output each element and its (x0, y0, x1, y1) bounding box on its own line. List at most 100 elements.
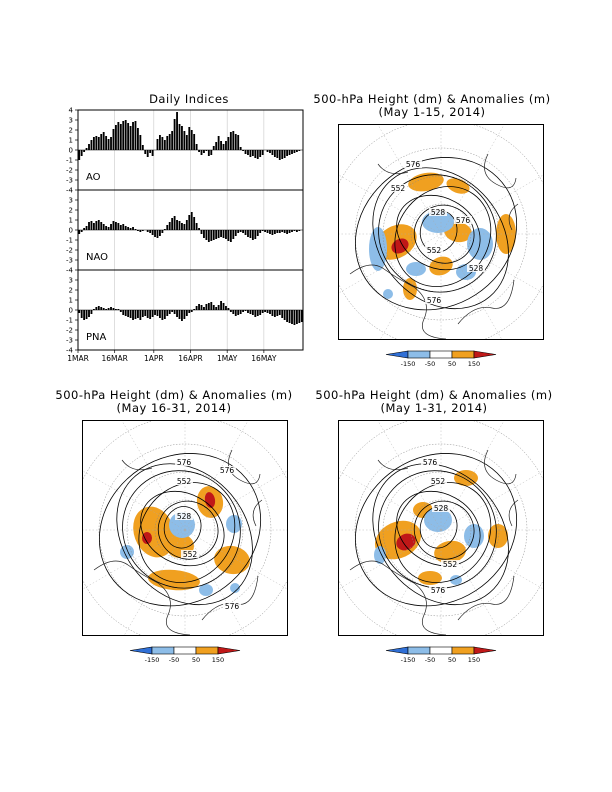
bar-nao (249, 230, 252, 238)
bar-pna (151, 310, 154, 317)
bar-nao (259, 230, 262, 233)
bar-ao (124, 120, 127, 150)
colorbar-tick-label: 50 (448, 360, 456, 368)
bar-nao (256, 230, 259, 236)
bar-ao (181, 126, 183, 150)
bar-pna (176, 310, 178, 317)
bar-ao (207, 150, 210, 156)
bar-ao (127, 123, 130, 150)
colorbar-tick-label: -150 (401, 360, 416, 368)
bar-ao (134, 121, 137, 150)
map-may-1-31: 576 552 528 552 576 (338, 420, 544, 636)
bar-ao (78, 150, 81, 160)
meridian-line (440, 470, 544, 531)
bar-ao (159, 135, 161, 150)
bar-pna (139, 310, 142, 320)
bar-nao (210, 230, 213, 241)
x-tick-label: 16MAY (251, 354, 277, 363)
latitude-circle (354, 147, 528, 321)
bar-ao (132, 122, 134, 150)
bar-ao (229, 132, 232, 150)
bar-pna (92, 309, 95, 310)
bar-nao (105, 226, 108, 230)
bar-nao (132, 227, 134, 230)
bar-pna (295, 310, 298, 324)
bar-nao (220, 230, 222, 237)
bar-pna (278, 310, 281, 315)
bar-nao (88, 222, 90, 230)
bar-ao (259, 150, 262, 157)
bar-pna (288, 310, 291, 323)
y-tick-label: 4 (69, 107, 74, 115)
bar-pna (168, 310, 171, 314)
contour-label: 552 (427, 246, 442, 255)
bar-ao (156, 139, 159, 150)
colorbar-tick-label: 150 (212, 656, 224, 664)
bar-pna (127, 310, 130, 317)
bar-pna (132, 310, 134, 320)
contour-label-bg (425, 296, 443, 304)
contour-label-bg (404, 160, 422, 168)
contour-label-bg (175, 458, 193, 466)
bar-ao (178, 124, 181, 150)
bar-nao (207, 230, 210, 242)
positive-anomaly (148, 569, 200, 591)
bar-ao (278, 150, 281, 160)
bar-ao (283, 150, 286, 158)
positive-anomaly (133, 506, 175, 558)
map-may-16-31: 576 576 552 528 552 576 (82, 420, 288, 636)
bar-pna (237, 310, 240, 315)
y-tick-label: -1 (66, 237, 73, 245)
map-frame (338, 420, 544, 636)
bar-pna (149, 310, 152, 319)
colorbar-tick-label: -150 (401, 656, 416, 664)
series-label-ao: AO (86, 172, 101, 183)
colorbar-tick-label: -150 (145, 656, 160, 664)
colorbar-segment (407, 646, 431, 655)
x-tick-label: 1APR (144, 354, 164, 363)
bar-ao (234, 134, 237, 150)
positive-anomaly (391, 238, 409, 254)
bar-nao (112, 221, 115, 230)
bar-nao (151, 230, 154, 235)
bar-pna (117, 309, 120, 310)
bar-pna (102, 308, 105, 310)
bar-ao (95, 136, 98, 150)
bar-pna (251, 310, 254, 315)
bar-pna (112, 308, 115, 310)
bar-nao (163, 229, 166, 230)
bar-pna (249, 310, 252, 314)
bar-nao (269, 230, 271, 234)
contour-label-bg (432, 504, 450, 512)
bar-nao (242, 230, 245, 233)
contour-label-bg (429, 586, 447, 594)
y-tick-label: -3 (66, 337, 73, 345)
map-frame (338, 124, 544, 340)
bar-pna (291, 310, 293, 324)
bar-nao (110, 224, 112, 230)
bar-ao (151, 150, 154, 156)
bar-ao (269, 150, 271, 153)
x-tick-label: 1MAY (217, 354, 238, 363)
colorbar-segment (217, 646, 241, 655)
bar-pna (190, 310, 193, 312)
positive-anomaly (403, 278, 417, 300)
contour-label-bg (454, 216, 472, 224)
bar-pna (293, 310, 296, 325)
y-tick-label: 1 (69, 217, 73, 225)
bar-nao (100, 222, 103, 230)
positive-anomaly (142, 532, 152, 544)
y-tick-label: 0 (69, 227, 73, 235)
negative-anomaly (230, 583, 240, 593)
bar-ao (220, 141, 222, 150)
bar-ao (114, 125, 117, 150)
bar-ao (161, 137, 164, 150)
bar-pna (198, 304, 200, 310)
height-contour (138, 482, 236, 584)
bar-ao (100, 134, 103, 150)
bar-ao (141, 145, 144, 150)
contour-label: 528 (431, 208, 446, 217)
bar-ao (203, 150, 205, 153)
bar-ao (185, 135, 188, 150)
bar-pna (90, 310, 93, 314)
